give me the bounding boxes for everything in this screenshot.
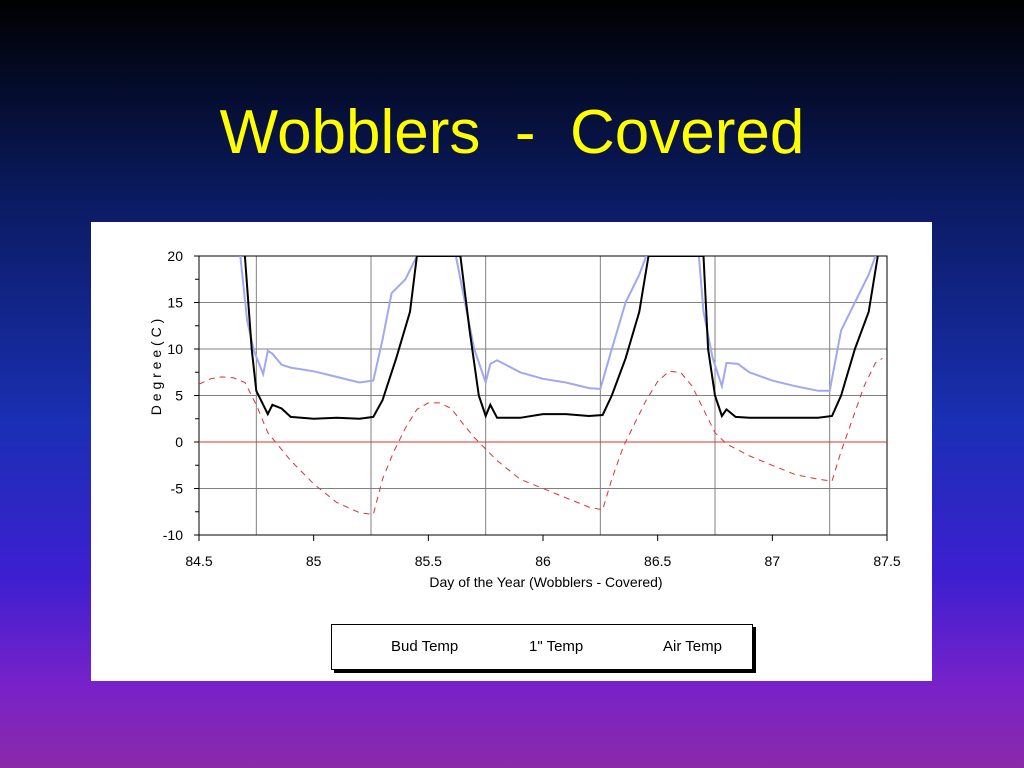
x-tick-label: 87: [765, 553, 781, 569]
y-tick-label: 10: [167, 341, 183, 357]
x-axis-title: Day of the Year (Wobblers - Covered): [429, 574, 662, 590]
y-tick-label: -10: [163, 527, 183, 543]
slide-title: Wobblers - Covered: [219, 98, 805, 167]
one-inch-temp-line: [243, 256, 879, 420]
legend-label-bud: Bud Temp: [391, 638, 459, 655]
x-tick-label: 85: [306, 553, 322, 569]
air-temp-line: [199, 357, 883, 516]
y-tick-label: 5: [175, 388, 183, 404]
y-tick-label: -5: [171, 481, 184, 497]
chart-panel: 20 15 10 5 0 -5 -10 84.5 85 85.5 86 86.5 87 87.5 Day …: [91, 222, 932, 681]
grid-lines: [199, 255, 887, 536]
y-axis-title: D e g r e e ( C ): [148, 319, 164, 415]
y-tick-label: 0: [175, 434, 183, 450]
chart-legend: Bud Temp 1" Temp Air Temp: [331, 624, 753, 670]
x-tick-label: 84.5: [185, 553, 212, 569]
y-tick-label: 15: [167, 295, 183, 311]
bud-temp-line: [239, 256, 877, 392]
x-tick-label: 86: [535, 553, 551, 569]
legend-label-air: Air Temp: [663, 638, 722, 655]
x-tick-label: 85.5: [415, 553, 442, 569]
legend-label-1in: 1" Temp: [529, 638, 584, 655]
x-tick-label: 86.5: [644, 553, 671, 569]
axes: [194, 255, 888, 541]
plot-frame: [198, 255, 888, 536]
series-lines: [199, 256, 883, 516]
y-tick-label: 20: [167, 248, 183, 264]
x-tick-label: 87.5: [873, 553, 900, 569]
